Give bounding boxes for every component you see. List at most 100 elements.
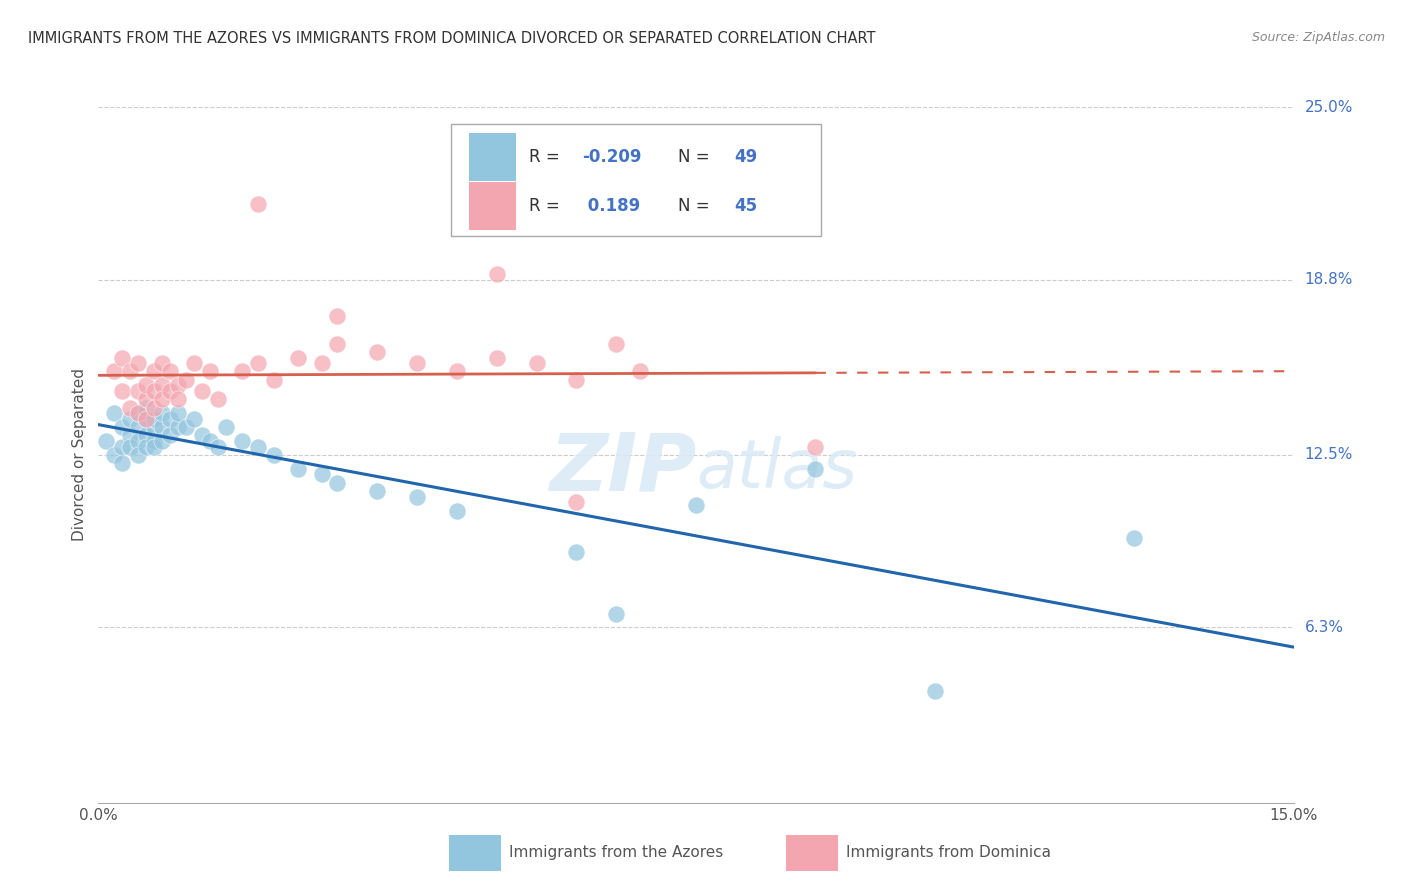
Text: -0.209: -0.209 [582,148,643,166]
Point [127,406,149,420]
FancyBboxPatch shape [451,124,821,235]
Text: 12.5%: 12.5% [1305,448,1353,462]
Point [150,406,173,420]
Point [159,364,181,378]
FancyBboxPatch shape [470,182,516,230]
Point [120,364,142,378]
Point [127,448,149,462]
Point [605,607,627,621]
Point [207,392,229,407]
Point [287,351,309,365]
Point [120,440,142,454]
Point [207,440,229,454]
Text: 18.8%: 18.8% [1305,272,1353,287]
Point [366,345,388,359]
Text: IMMIGRANTS FROM THE AZORES VS IMMIGRANTS FROM DOMINICA DIVORCED OR SEPARATED COR: IMMIGRANTS FROM THE AZORES VS IMMIGRANTS… [28,31,876,46]
Point [159,384,181,398]
Point [150,378,173,392]
Point [804,440,827,454]
Point [103,364,125,378]
Point [135,392,157,407]
Point [326,475,349,490]
Point [143,434,166,448]
Point [143,411,166,425]
Point [167,378,190,392]
Point [246,440,269,454]
Point [120,401,142,415]
Text: ZIP: ZIP [548,430,696,508]
Point [485,351,508,365]
Text: Source: ZipAtlas.com: Source: ZipAtlas.com [1251,31,1385,45]
Point [183,411,205,425]
Point [111,384,134,398]
Point [526,356,548,370]
Point [111,440,134,454]
FancyBboxPatch shape [470,133,516,181]
Point [565,545,588,559]
Point [924,684,946,698]
Point [167,392,190,407]
Point [174,373,197,387]
Point [167,420,190,434]
Point [143,440,166,454]
Point [103,448,125,462]
Point [127,420,149,434]
Point [159,428,181,442]
Point [406,356,429,370]
Point [111,420,134,434]
Point [143,420,166,434]
Point [311,467,333,482]
Point [1123,532,1146,546]
Point [150,356,173,370]
Point [183,356,205,370]
Point [326,309,349,323]
Text: R =: R = [529,197,565,215]
Point [485,267,508,281]
Point [135,401,157,415]
Point [191,428,214,442]
Point [135,378,157,392]
Point [804,462,827,476]
Point [231,434,253,448]
Point [628,364,651,378]
Point [103,406,125,420]
Point [127,356,149,370]
Text: 6.3%: 6.3% [1305,620,1344,635]
Point [120,411,142,425]
Point [135,428,157,442]
Point [127,384,149,398]
Point [287,462,309,476]
Point [446,503,468,517]
Point [311,356,333,370]
Point [150,434,173,448]
Point [143,364,166,378]
Point [685,498,707,512]
Point [263,373,285,387]
Text: R =: R = [529,148,565,166]
Point [231,364,253,378]
Point [326,336,349,351]
Y-axis label: Divorced or Separated: Divorced or Separated [72,368,87,541]
Point [120,428,142,442]
Point [127,406,149,420]
Point [127,434,149,448]
Text: N =: N = [678,148,714,166]
Text: 49: 49 [734,148,758,166]
Point [366,484,388,499]
Point [605,336,627,351]
Point [135,411,157,425]
Point [150,392,173,407]
Text: Immigrants from Dominica: Immigrants from Dominica [846,846,1052,860]
Point [135,440,157,454]
Text: 45: 45 [734,197,758,215]
Point [111,351,134,365]
Point [215,420,238,434]
Text: atlas: atlas [696,436,858,502]
Point [159,411,181,425]
Point [198,364,221,378]
Point [446,364,468,378]
Point [167,406,190,420]
Point [143,384,166,398]
Point [263,448,285,462]
Text: N =: N = [678,197,714,215]
